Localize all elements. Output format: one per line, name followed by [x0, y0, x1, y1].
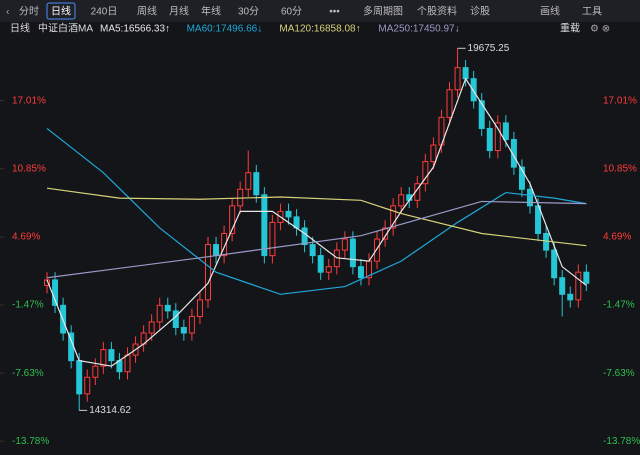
- candle-body: [502, 122, 509, 141]
- y-tick-label: 4.69%: [12, 232, 40, 243]
- y-tick-label: -1.47%: [12, 300, 44, 311]
- candle-body: [92, 365, 99, 378]
- legend-entry: MA60:17496.66↓: [187, 24, 263, 35]
- candle-body: [76, 360, 83, 395]
- candle-body: [253, 172, 260, 196]
- candle-body: [213, 244, 220, 257]
- tool[interactable]: 工具: [582, 6, 602, 18]
- candle-body: [430, 144, 437, 163]
- candle-body: [510, 139, 517, 168]
- tab[interactable]: 日线: [51, 5, 71, 18]
- candle-body: [422, 161, 429, 185]
- candle-body: [205, 244, 211, 301]
- candle-body: [462, 67, 469, 80]
- candle-body: [583, 271, 590, 284]
- annotation: 14314.62: [89, 405, 131, 416]
- candle-body: [478, 100, 485, 129]
- candle-body: [543, 232, 550, 251]
- legend-entry: MA5:16566.33↑: [100, 24, 170, 35]
- y-tick-label: 10.85%: [12, 163, 46, 174]
- candle-body: [357, 266, 364, 279]
- candle-body: [390, 205, 397, 229]
- tab[interactable]: 年线: [201, 5, 221, 18]
- y-tick-label: -7.63%: [12, 368, 44, 379]
- tab[interactable]: 60分: [281, 6, 302, 18]
- candle-body: [559, 277, 566, 295]
- y-tick-label: 17.01%: [12, 95, 46, 106]
- candle-body: [172, 310, 179, 328]
- candle-body: [317, 255, 324, 273]
- ma-line: [46, 187, 587, 247]
- candle-body: [398, 194, 405, 207]
- candle-body: [261, 194, 268, 257]
- candle-body: [341, 238, 348, 251]
- candle-body: [518, 166, 525, 190]
- legend-entry: MA120:16858.08↑: [279, 24, 360, 35]
- name: 中证白酒: [38, 22, 78, 35]
- tab[interactable]: 30分: [238, 6, 259, 18]
- candle-body: [229, 205, 236, 234]
- reload[interactable]: 重载: [560, 22, 580, 35]
- period: 日线: [10, 22, 30, 35]
- candle-body: [486, 127, 493, 152]
- tab[interactable]: 分时: [19, 6, 39, 18]
- candle-body: [325, 266, 332, 273]
- candle-body: [494, 122, 501, 152]
- y-tick-label-right: -1.47%: [603, 300, 635, 311]
- candle-body: [349, 238, 356, 268]
- y-tick-label-right: 10.85%: [603, 163, 637, 174]
- ma-label: MA: [78, 24, 93, 35]
- candle-body: [164, 304, 171, 312]
- y-tick-label-right: -13.78%: [603, 436, 640, 447]
- candle-body: [180, 326, 187, 334]
- candle-body: [196, 299, 203, 317]
- candle-body: [309, 244, 316, 257]
- tab[interactable]: 个股资料: [417, 5, 457, 18]
- candle-body: [454, 67, 461, 91]
- candle-body: [124, 354, 131, 373]
- candle-body: [84, 376, 91, 395]
- ma-line: [46, 200, 587, 279]
- candle-body: [301, 227, 308, 246]
- legend-entry: MA250:17450.97↓: [378, 24, 459, 35]
- tab[interactable]: 240日: [91, 7, 118, 18]
- tab[interactable]: 诊股: [470, 5, 490, 18]
- ma-line: [46, 77, 587, 367]
- candle-body: [188, 315, 195, 334]
- icons[interactable]: ⚙ ⊗: [590, 24, 610, 35]
- candle-body: [567, 293, 574, 301]
- tool[interactable]: 画线: [540, 5, 560, 18]
- tab-active: [46, 2, 76, 20]
- candle-body: [374, 238, 381, 262]
- candle-body: [108, 349, 115, 362]
- tab[interactable]: •••: [329, 7, 340, 18]
- tab[interactable]: 周线: [137, 5, 157, 18]
- candle-body: [269, 221, 276, 257]
- candle-body: [551, 249, 558, 279]
- candle-body: [100, 349, 107, 367]
- candle-body: [527, 188, 533, 207]
- candle-body: [470, 78, 477, 102]
- tab[interactable]: 月线: [169, 5, 189, 18]
- toolbar-bg: [0, 0, 640, 22]
- candle-body: [285, 210, 292, 218]
- candle-body: [446, 89, 453, 118]
- candle-body: [575, 271, 582, 301]
- candle-body: [245, 172, 252, 190]
- ma-line: [46, 127, 587, 295]
- y-tick-label: -13.78%: [12, 436, 49, 447]
- y-tick-label-right: 17.01%: [603, 95, 637, 106]
- y-tick-label-right: -7.63%: [603, 368, 635, 379]
- tab[interactable]: 多周期图: [363, 5, 403, 18]
- annotation: 19675.25: [468, 43, 510, 54]
- back-icon[interactable]: ‹: [6, 7, 9, 18]
- y-tick-label-right: 4.69%: [603, 232, 631, 243]
- candle-body: [221, 232, 228, 257]
- candle-body: [148, 321, 155, 334]
- candle-body: [156, 304, 163, 323]
